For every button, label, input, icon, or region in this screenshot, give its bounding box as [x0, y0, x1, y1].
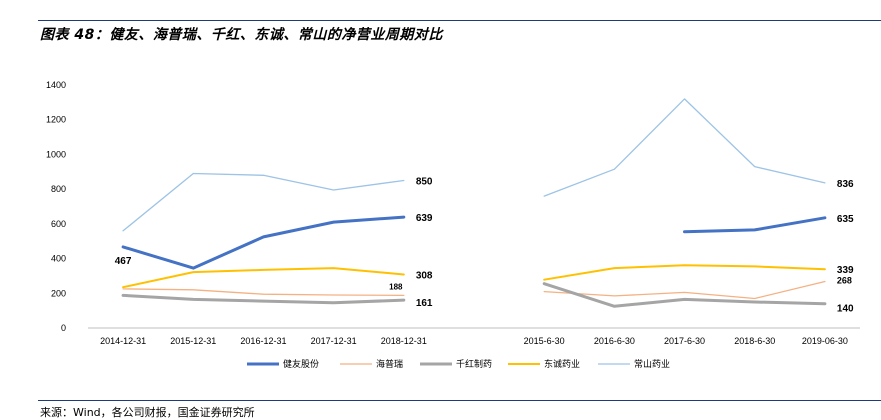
series-line-东诚药业	[543, 264, 826, 281]
data-label: 140	[837, 304, 854, 315]
data-label: 635	[837, 214, 854, 225]
legend-label: 东诚药业	[544, 358, 580, 369]
series-line-常山药业	[122, 172, 405, 232]
x-tick-label: 2017-12-31	[311, 336, 357, 346]
x-tick-label: 2018-6-30	[734, 336, 775, 346]
bottom-rule	[38, 400, 881, 401]
y-tick-label: 200	[51, 288, 66, 298]
y-tick-label: 0	[61, 323, 66, 333]
line-chart: 0 200 400 600 800 1000 1200 1400 2014-12-31 2015-…	[46, 80, 860, 369]
legend-label: 健友股份	[283, 358, 319, 369]
y-tick-label: 800	[51, 184, 66, 194]
x-tick-label: 2018-12-31	[381, 336, 427, 346]
series-line-健友股份	[683, 216, 827, 234]
x-tick-label: 2016-12-31	[240, 336, 286, 346]
series-line-健友股份	[121, 215, 406, 270]
series-line-千红制药	[542, 282, 827, 308]
y-tick-label: 600	[51, 219, 66, 229]
x-tick-label: 2014-12-31	[100, 336, 146, 346]
legend-label: 海普瑞	[376, 358, 403, 369]
series-line-海普瑞	[122, 288, 405, 297]
top-rule	[38, 20, 881, 21]
data-label: 161	[416, 298, 433, 309]
y-tick-label: 1200	[46, 115, 66, 125]
data-label: 850	[416, 176, 433, 187]
series-line-海普瑞	[543, 280, 826, 300]
data-label: 268	[837, 275, 852, 285]
data-label: 339	[837, 265, 854, 276]
series-line-常山药业	[543, 98, 826, 197]
series-line-东诚药业	[122, 267, 405, 289]
x-tick-label: 2017-6-30	[664, 336, 705, 346]
data-label: 308	[416, 271, 433, 282]
data-label: 467	[115, 256, 132, 267]
y-tick-label: 400	[51, 254, 66, 264]
legend-label: 千红制药	[456, 358, 492, 369]
y-tick-label: 1000	[46, 149, 66, 159]
data-label: 639	[416, 213, 433, 224]
series-line-千红制药	[121, 293, 406, 305]
data-label: 836	[837, 179, 854, 190]
data-label: 188	[389, 282, 403, 291]
y-tick-label: 1400	[46, 80, 66, 90]
x-tick-label: 2016-6-30	[594, 336, 635, 346]
chart-title: 图表 48：健友、海普瑞、千红、东诚、常山的净营业周期对比	[40, 27, 443, 43]
source-note: 来源：Wind，各公司财报，国金证券研究所	[40, 406, 255, 419]
x-tick-label: 2015-12-31	[170, 336, 216, 346]
legend-label: 常山药业	[634, 358, 670, 369]
x-tick-label: 2019-06-30	[802, 336, 848, 346]
x-tick-label: 2015-6-30	[524, 336, 565, 346]
